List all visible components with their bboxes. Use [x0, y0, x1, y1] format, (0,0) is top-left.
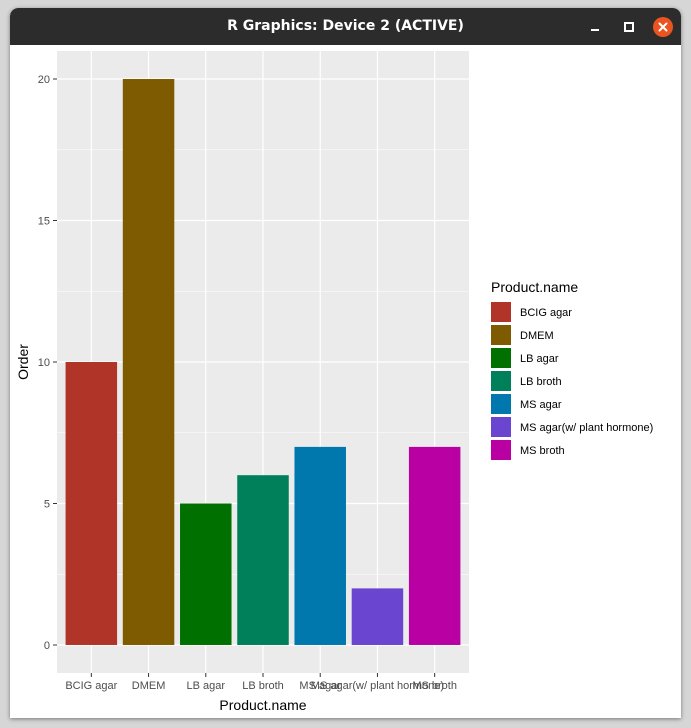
- legend-key: [491, 417, 511, 437]
- y-tick-label: 0: [44, 640, 50, 652]
- maximize-icon: [624, 22, 634, 32]
- r-graphics-window: R Graphics: Device 2 (ACTIVE) 0 5 10 15 20 B…: [10, 8, 681, 718]
- legend-key: [491, 348, 511, 368]
- x-tick-label: DMEM: [132, 680, 166, 692]
- legend-key: [491, 325, 511, 345]
- close-button[interactable]: [653, 17, 673, 37]
- bar-ms-broth: [408, 446, 461, 645]
- title-bar[interactable]: R Graphics: Device 2 (ACTIVE): [10, 8, 681, 45]
- legend-key: [491, 371, 511, 391]
- y-tick-label: 20: [38, 74, 50, 86]
- maximize-button[interactable]: [619, 17, 639, 37]
- x-tick-label: LB agar: [187, 680, 226, 692]
- bar-bcig-agar: [65, 362, 118, 645]
- close-icon: [658, 22, 668, 32]
- x-tick-label: MS broth: [412, 680, 457, 692]
- legend-title: Product.name: [491, 279, 578, 295]
- x-tick-label: MS agar: [299, 680, 341, 692]
- legend-label: BCIG agar: [520, 307, 572, 319]
- legend-label: MS broth: [520, 445, 565, 457]
- bar-ms-agar-w-plant-hormone: [351, 588, 404, 645]
- legend-key: [491, 302, 511, 322]
- bar-lb-agar: [180, 503, 232, 645]
- legend: Product.name BCIG agar DMEM LB agar LB brot…: [491, 279, 653, 460]
- legend-label: LB broth: [520, 376, 562, 388]
- y-axis-title: Order: [15, 344, 31, 380]
- y-tick-label: 5: [44, 498, 50, 510]
- legend-label: DMEM: [520, 330, 554, 342]
- bar-chart: 0 5 10 15 20 BCIG agar DMEM LB agar LB broth MS …: [15, 51, 653, 713]
- y-axis: 0 5 10 15 20: [38, 74, 57, 652]
- legend-label: MS agar: [520, 399, 562, 411]
- bar-ms-agar: [294, 446, 346, 645]
- legend-key: [491, 394, 511, 414]
- legend-key: [491, 440, 511, 460]
- bars: [65, 79, 461, 645]
- minimize-button[interactable]: [585, 17, 605, 37]
- x-tick-label: MS agar(w/ plant hormone): [311, 680, 444, 692]
- legend-label: LB agar: [520, 353, 559, 365]
- window-title: R Graphics: Device 2 (ACTIVE): [227, 18, 464, 34]
- x-tick-label: BCIG agar: [65, 680, 117, 692]
- x-axis-title: Product.name: [219, 697, 306, 713]
- legend-label: MS agar(w/ plant hormone): [520, 422, 653, 434]
- minimize-icon: [591, 29, 599, 31]
- y-tick-label: 15: [38, 216, 50, 228]
- x-tick-label: LB broth: [242, 680, 284, 692]
- bar-dmem: [122, 79, 175, 645]
- plot-area: 0 5 10 15 20 BCIG agar DMEM LB agar LB broth MS …: [10, 45, 681, 718]
- y-tick-label: 10: [38, 357, 50, 369]
- bar-lb-broth: [237, 475, 289, 645]
